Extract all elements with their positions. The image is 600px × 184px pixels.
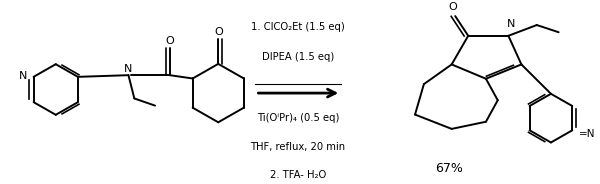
Text: 2. TFA- H₂O: 2. TFA- H₂O [270,170,326,181]
Text: N: N [507,19,515,29]
Text: THF, reflux, 20 min: THF, reflux, 20 min [250,142,346,152]
Text: DIPEA (1.5 eq): DIPEA (1.5 eq) [262,52,334,62]
Text: N: N [19,71,28,81]
Text: 67%: 67% [436,162,463,175]
Text: O: O [166,36,174,46]
Text: N: N [124,64,133,75]
Text: =N: =N [580,129,596,139]
Text: 1. ClCO₂Et (1.5 eq): 1. ClCO₂Et (1.5 eq) [251,22,345,32]
Text: O: O [448,2,457,12]
Text: O: O [214,27,223,37]
Text: Ti(OⁱPr)₄ (0.5 eq): Ti(OⁱPr)₄ (0.5 eq) [257,113,339,123]
